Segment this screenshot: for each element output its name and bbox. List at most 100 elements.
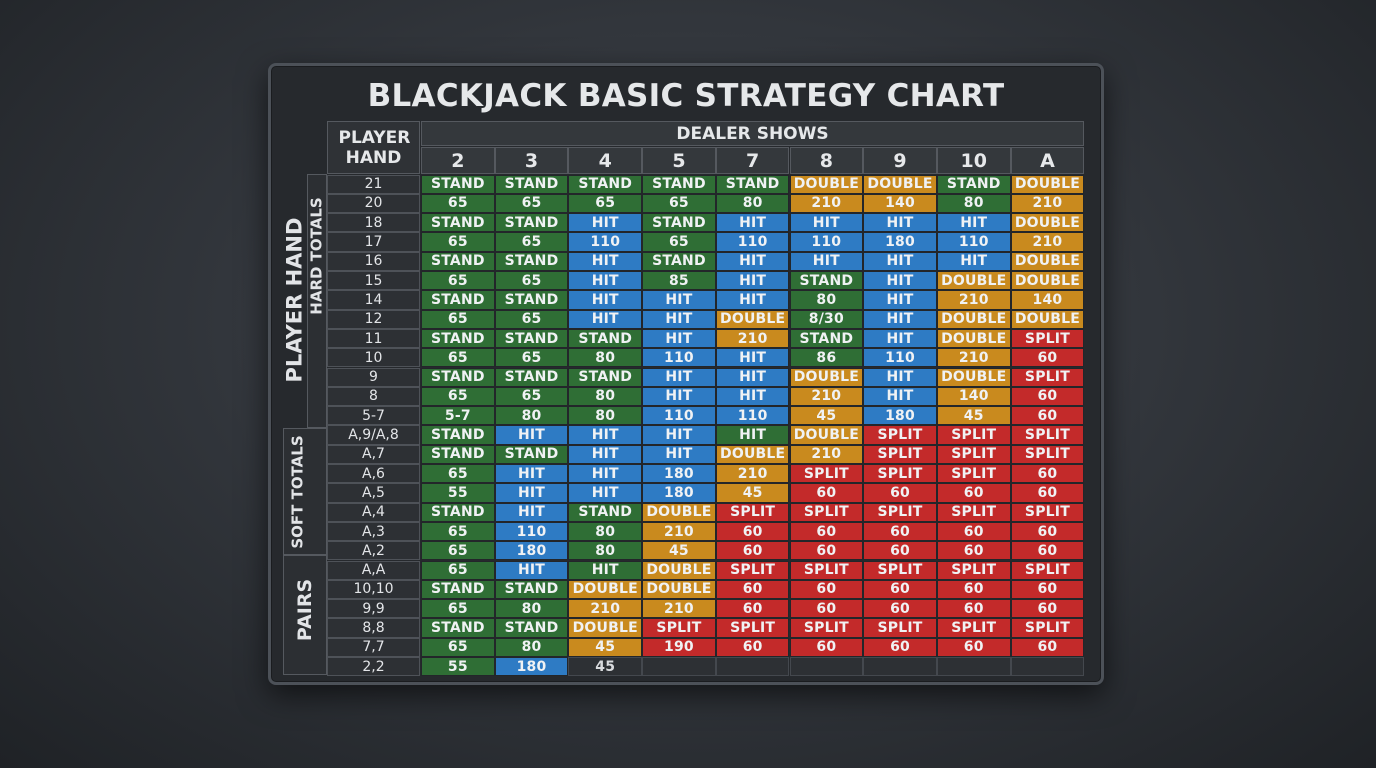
strategy-cell: 60 <box>936 541 1011 561</box>
dealer-column-3: 3 <box>494 147 569 174</box>
row-label: 5-7 <box>327 406 420 426</box>
strategy-cell: STAND <box>421 290 495 310</box>
strategy-cell: 80 <box>494 406 569 426</box>
strategy-cell: STAND <box>789 328 864 349</box>
strategy-cell: 60 <box>863 483 937 503</box>
strategy-cell: HIT <box>568 271 643 291</box>
strategy-cell: 180 <box>494 657 569 677</box>
row-label: A,4 <box>327 502 420 522</box>
strategy-cell: 60 <box>789 579 864 600</box>
strategy-cell: HIT <box>715 213 790 233</box>
strategy-cell: HIT <box>568 464 643 484</box>
strategy-cell: HIT <box>642 367 716 387</box>
strategy-cell: 110 <box>642 406 716 426</box>
strategy-cell: 60 <box>789 521 864 542</box>
strategy-cell: HIT <box>863 290 937 310</box>
strategy-cell: 65 <box>421 348 495 368</box>
strategy-cell: 45 <box>789 406 864 426</box>
dealer-column-10: 10 <box>936 147 1011 174</box>
row-label: 9,9 <box>327 599 420 619</box>
strategy-cell: DOUBLE <box>936 367 1011 387</box>
strategy-cell: HIT <box>568 483 643 503</box>
strategy-cell: 65 <box>421 599 495 619</box>
strategy-cell: DOUBLE <box>1010 174 1085 194</box>
strategy-cell: HIT <box>642 328 716 349</box>
strategy-cell: 65 <box>494 386 569 407</box>
strategy-cell: DOUBLE <box>568 579 643 600</box>
strategy-cell: 210 <box>568 599 643 619</box>
strategy-cell: SPLIT <box>642 618 716 638</box>
strategy-cell: STAND <box>642 213 716 233</box>
strategy-cell: 65 <box>421 271 495 291</box>
strategy-cell: STAND <box>421 425 495 445</box>
strategy-cell: STAND <box>494 328 569 349</box>
strategy-cell: 65 <box>421 386 495 407</box>
soft-totals-group <box>283 428 327 555</box>
strategy-cell: 60 <box>1010 386 1085 407</box>
row-label: A,6 <box>327 464 420 484</box>
strategy-cell: 45 <box>568 657 643 677</box>
strategy-cell: STAND <box>642 251 716 271</box>
strategy-cell: 60 <box>1010 406 1085 426</box>
strategy-cell: STAND <box>936 174 1011 194</box>
strategy-cell: DOUBLE <box>715 444 790 464</box>
strategy-cell: 210 <box>642 599 716 619</box>
strategy-cell: 210 <box>1010 232 1085 252</box>
strategy-cell: SPLIT <box>1010 328 1085 349</box>
strategy-cell: 140 <box>863 193 937 214</box>
row-label: 14 <box>327 290 420 310</box>
strategy-cell: 65 <box>421 232 495 252</box>
strategy-cell: SPLIT <box>863 502 937 522</box>
strategy-cell: 86 <box>789 348 864 368</box>
strategy-cell: SPLIT <box>1010 444 1085 464</box>
strategy-cell: 60 <box>936 599 1011 619</box>
strategy-cell: 60 <box>1010 483 1085 503</box>
row-label: 9 <box>327 367 420 387</box>
strategy-cell: 180 <box>642 483 716 503</box>
strategy-cell: HIT <box>494 502 569 522</box>
strategy-cell: STAND <box>494 444 569 464</box>
strategy-cell: STAND <box>494 213 569 233</box>
strategy-cell: 60 <box>1010 637 1085 657</box>
strategy-cell: SPLIT <box>936 502 1011 522</box>
strategy-cell: SPLIT <box>863 425 937 445</box>
strategy-cell: HIT <box>568 444 643 464</box>
strategy-cell: HIT <box>568 290 643 310</box>
strategy-cell: HIT <box>936 251 1011 271</box>
strategy-cell: HIT <box>568 251 643 271</box>
strategy-cell: 60 <box>789 637 864 657</box>
strategy-cell: STAND <box>494 618 569 638</box>
strategy-cell: SPLIT <box>715 502 790 522</box>
strategy-cell: 60 <box>863 599 937 619</box>
strategy-cell: 65 <box>494 232 569 252</box>
row-label: 18 <box>327 213 420 233</box>
strategy-cell: 140 <box>1010 290 1085 310</box>
strategy-cell: 60 <box>715 521 790 542</box>
row-label: A,3 <box>327 521 420 542</box>
strategy-cell: DOUBLE <box>1010 309 1085 329</box>
player-hand-side-label: PLAYER HAND <box>282 217 307 383</box>
strategy-cell: 110 <box>715 232 790 252</box>
strategy-cell: 210 <box>789 386 864 407</box>
strategy-cell: HIT <box>715 348 790 368</box>
row-label: A,7 <box>327 444 420 464</box>
strategy-cell: 110 <box>568 232 643 252</box>
strategy-cell: 80 <box>789 290 864 310</box>
row-label: 17 <box>327 232 420 252</box>
strategy-cell: 60 <box>936 637 1011 657</box>
strategy-cell: 80 <box>568 406 643 426</box>
row-label: 10,10 <box>327 579 420 600</box>
row-label: 12 <box>327 309 420 329</box>
strategy-cell: SPLIT <box>715 618 790 638</box>
strategy-cell: STAND <box>494 174 569 194</box>
strategy-cell: 210 <box>715 464 790 484</box>
strategy-cell: HIT <box>642 309 716 329</box>
strategy-cell: 60 <box>789 483 864 503</box>
strategy-cell: 60 <box>936 579 1011 600</box>
strategy-cell: 60 <box>1010 464 1085 484</box>
strategy-cell: STAND <box>642 174 716 194</box>
dealer-column-9: 9 <box>863 147 937 174</box>
row-label: 16 <box>327 251 420 271</box>
strategy-cell: 65 <box>421 560 495 580</box>
strategy-cell: 180 <box>863 406 937 426</box>
